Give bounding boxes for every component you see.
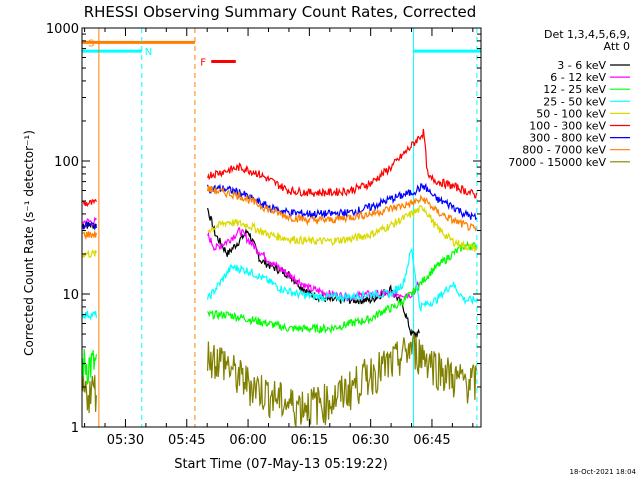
- x-tick-label: 06:45: [413, 433, 450, 448]
- y-tick-label: 1: [71, 421, 79, 436]
- x-tick-label: 06:30: [352, 433, 389, 448]
- x-tick-label: 06:15: [291, 433, 328, 448]
- series-line: [82, 185, 478, 241]
- y-tick-label: 10: [62, 288, 79, 303]
- plot-frame: [81, 27, 482, 428]
- plot-area: S N F: [81, 28, 481, 428]
- x-tick-label: 05:45: [168, 433, 205, 448]
- series-line: [82, 128, 478, 208]
- series-line: [82, 216, 420, 302]
- flag-label: F: [200, 57, 206, 68]
- x-tick-label: 06:00: [229, 433, 266, 448]
- chart-title: RHESSI Observing Summary Count Rates, Co…: [84, 3, 477, 21]
- legend-label: 7000 - 15000 keV: [508, 156, 606, 169]
- y-tick-label: 1000: [46, 22, 79, 37]
- series-line: [81, 248, 478, 321]
- legend-label: 25 - 50 keV: [543, 95, 606, 108]
- series-line: [81, 240, 478, 385]
- legend-label: 6 - 12 keV: [550, 71, 606, 84]
- axes: 1 10 100 1000 05:30 05:45 06:00 06:15 06:30 06:45: [46, 22, 482, 448]
- x-axis-label: Start Time (07-May-13 05:19:22): [174, 457, 388, 472]
- y-axis-label: Corrected Count Rate (s⁻¹ detector⁻¹): [22, 130, 36, 356]
- flag-label: S: [88, 38, 94, 49]
- series-line: [81, 204, 478, 259]
- legend-label: 800 - 7000 keV: [522, 144, 606, 157]
- legend-label: 50 - 100 keV: [536, 107, 606, 120]
- legend-label: 12 - 25 keV: [543, 83, 606, 96]
- legend-label: 300 - 800 keV: [529, 132, 606, 145]
- x-tick-label: 05:30: [107, 433, 144, 448]
- y-tick-label: 100: [54, 155, 79, 170]
- legend-header-line-2: Att 0: [604, 40, 630, 53]
- legend-label: 100 - 300 keV: [529, 120, 606, 133]
- series-line: [81, 333, 478, 428]
- legend-label: 3 - 6 keV: [557, 59, 606, 72]
- legend-header-line-1: Det 1,3,4,5,6,9,: [544, 28, 630, 41]
- flag-label: N: [145, 47, 152, 58]
- generation-timestamp: 18-Oct-2021 18:04: [570, 468, 637, 476]
